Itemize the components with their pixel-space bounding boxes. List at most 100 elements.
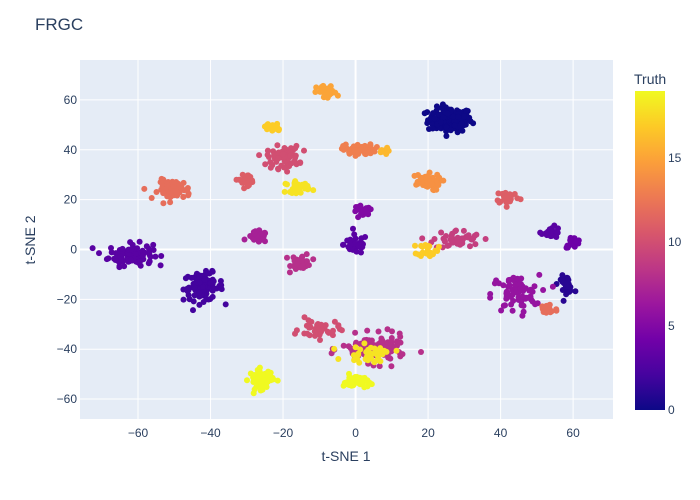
x-tick-label: −20 (273, 426, 294, 440)
scatter-point (561, 280, 567, 287)
scatter-point (256, 152, 263, 159)
scatter-point (534, 300, 541, 307)
scatter-point (553, 306, 560, 313)
scatter-point (351, 357, 358, 364)
scatter-point (547, 309, 554, 316)
scatter-point (145, 260, 152, 267)
scatter-point (251, 386, 258, 393)
scatter-point (150, 247, 157, 253)
scatter-point (508, 301, 515, 308)
scatter-point (448, 232, 455, 239)
scatter-point (453, 227, 459, 234)
scatter-point (150, 241, 157, 248)
scatter-point (544, 228, 551, 235)
scatter-point (438, 119, 444, 126)
scatter-point (520, 308, 527, 315)
scatter-point (361, 384, 368, 391)
scatter-point (551, 222, 558, 229)
scatter-point (411, 172, 418, 179)
scatter-point (306, 332, 313, 339)
scatter-point (136, 238, 143, 245)
scatter-point (318, 326, 325, 333)
scatter-point (438, 229, 445, 236)
scatter-point (373, 357, 380, 364)
scatter-point (264, 122, 270, 129)
scatter-point (419, 235, 426, 242)
scatter-point (335, 356, 342, 362)
scatter-point (331, 345, 338, 352)
scatter-point (433, 186, 440, 193)
scatter-point (121, 263, 128, 270)
scatter-point (397, 333, 404, 340)
scatter-point (378, 147, 385, 154)
scatter-point (425, 249, 432, 256)
scatter-point (284, 168, 291, 175)
scatter-point (304, 182, 311, 189)
scatter-point (167, 199, 174, 206)
scatter-point (188, 274, 195, 281)
scatter-point (108, 245, 114, 251)
y-tick-label: 40 (64, 143, 78, 157)
scatter-point (210, 285, 217, 292)
scatter-point (320, 86, 327, 93)
scatter-point (301, 314, 308, 321)
scatter-point (335, 323, 342, 330)
scatter-point (518, 275, 525, 282)
scatter-point (491, 280, 498, 287)
scatter-point (201, 276, 208, 283)
scatter-point (367, 141, 374, 148)
scatter-point (284, 254, 290, 261)
scatter-point (96, 250, 102, 257)
scatter-point (305, 262, 312, 269)
scatter-point (89, 245, 96, 252)
scatter-point (249, 177, 256, 184)
scatter-point (362, 207, 369, 214)
scatter-point (286, 269, 293, 276)
scatter-point (141, 185, 148, 192)
scatter-point (525, 294, 532, 301)
scatter-point (250, 372, 257, 379)
scatter-point (205, 296, 212, 303)
scatter-point (421, 110, 428, 117)
scatter-point (467, 118, 474, 125)
scatter-point (386, 354, 393, 361)
scatter-point (139, 247, 146, 254)
scatter-point (509, 307, 516, 314)
scatter-point (487, 294, 494, 301)
scatter-point (347, 241, 354, 248)
scatter-point (262, 161, 269, 168)
scatter-point (310, 187, 317, 194)
scatter-point (482, 236, 489, 242)
chart-title: FRGC (35, 15, 83, 34)
scatter-point (218, 282, 225, 289)
scatter-point (455, 113, 462, 120)
colorbar-tick-label: 0 (668, 403, 675, 417)
scatter-point (426, 243, 433, 250)
scatter-point (173, 188, 180, 195)
scatter-point (518, 302, 525, 309)
scatter-point (267, 164, 274, 171)
scatter-point (118, 256, 125, 263)
scatter-point (196, 289, 203, 296)
scatter-point (340, 241, 346, 248)
scatter-point (419, 249, 426, 256)
scatter-point (105, 255, 112, 262)
scatter-point (200, 283, 206, 290)
scatter-point (463, 107, 470, 114)
scatter-point (257, 387, 264, 394)
x-axis-title: t-SNE 1 (321, 448, 370, 464)
scatter-point (158, 253, 165, 259)
scatter-point (184, 288, 191, 294)
scatter-point (389, 328, 395, 335)
scatter-point (444, 242, 451, 249)
scatter-point (191, 292, 198, 299)
scatter-point (292, 330, 298, 337)
scatter-point (412, 242, 418, 249)
scatter-point (128, 256, 134, 263)
scatter-point (440, 114, 447, 121)
scatter-point (146, 249, 152, 256)
x-tick-label: −40 (200, 426, 221, 440)
scatter-point (180, 193, 187, 200)
scatter-point (509, 291, 516, 298)
scatter-point (351, 231, 358, 238)
